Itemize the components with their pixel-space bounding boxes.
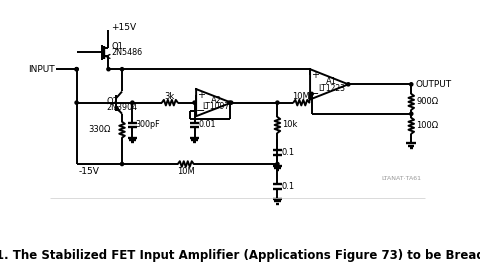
Text: Figure 61. The Stabilized FET Input Amplifier (Applications Figure 73) to be Bre: Figure 61. The Stabilized FET Input Ampl… [0, 249, 480, 262]
Text: A2: A2 [211, 96, 222, 105]
Text: 10M: 10M [292, 92, 310, 101]
Circle shape [120, 68, 124, 71]
Text: Q2: Q2 [106, 96, 118, 105]
Circle shape [409, 112, 413, 115]
Text: 300pF: 300pF [135, 121, 160, 130]
Circle shape [107, 68, 110, 71]
Circle shape [75, 68, 78, 71]
Circle shape [310, 92, 313, 95]
Circle shape [193, 101, 196, 104]
Text: 2N5486: 2N5486 [112, 48, 143, 57]
Circle shape [276, 101, 279, 104]
Text: 0.01: 0.01 [199, 121, 216, 130]
Text: +: + [311, 70, 319, 80]
Text: 2N3904: 2N3904 [106, 103, 137, 112]
Text: LT1223: LT1223 [318, 84, 345, 93]
Text: LT1097: LT1097 [203, 102, 229, 111]
Text: 330Ω: 330Ω [88, 125, 111, 134]
Text: 0.1: 0.1 [281, 182, 295, 191]
Text: OUTPUT: OUTPUT [415, 80, 451, 89]
Text: LTANAT·TA61: LTANAT·TA61 [381, 176, 421, 181]
Text: 10k: 10k [282, 121, 298, 130]
Text: −: − [310, 89, 320, 99]
Text: 3k: 3k [165, 92, 175, 101]
Circle shape [131, 101, 134, 104]
Text: -15V: -15V [78, 167, 99, 176]
Circle shape [228, 101, 231, 104]
Circle shape [276, 162, 279, 166]
Text: −: − [196, 106, 205, 116]
Text: +: + [197, 90, 205, 100]
Text: 900Ω: 900Ω [416, 97, 438, 106]
Text: +15V: +15V [111, 23, 136, 32]
Text: 10M: 10M [177, 167, 195, 176]
Circle shape [75, 101, 78, 104]
Circle shape [229, 101, 233, 104]
Text: INPUT: INPUT [28, 65, 55, 74]
Text: A1: A1 [326, 77, 337, 86]
Text: 100Ω: 100Ω [416, 121, 438, 130]
Text: Q1: Q1 [112, 42, 123, 51]
Circle shape [409, 83, 413, 86]
Text: 0.1: 0.1 [281, 148, 295, 157]
Circle shape [120, 162, 124, 166]
Circle shape [347, 83, 350, 86]
Circle shape [75, 68, 78, 71]
